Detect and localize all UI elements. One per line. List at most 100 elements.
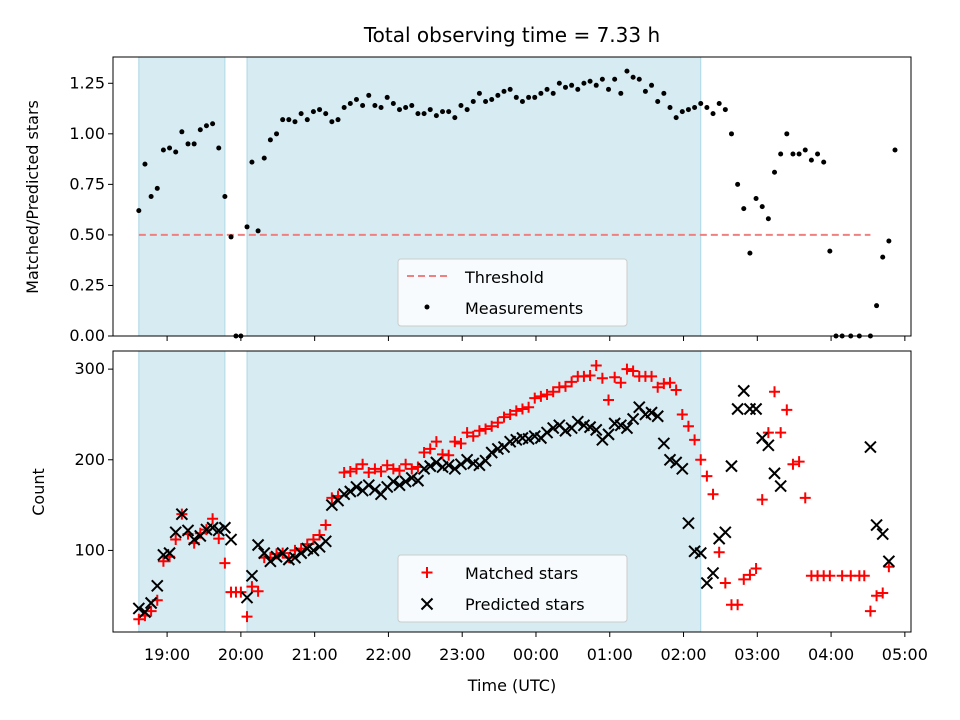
matched-star-point xyxy=(320,519,332,531)
predicted-star-point xyxy=(307,544,320,557)
predicted-star-point xyxy=(430,456,443,469)
predicted-star-point xyxy=(559,424,572,437)
matched-star-point xyxy=(547,386,559,398)
matched-star-point xyxy=(350,463,362,475)
measurement-point xyxy=(698,101,704,106)
measurement-point xyxy=(335,117,341,123)
measurement-point xyxy=(722,107,728,113)
measurement-point xyxy=(692,105,698,111)
x-tick-label: 04:00 xyxy=(808,645,854,664)
measurement-point xyxy=(185,141,191,147)
predicted-star-point xyxy=(362,478,375,492)
matched-star-point xyxy=(858,570,870,582)
measurement-point xyxy=(874,303,880,309)
measurement-point xyxy=(765,216,771,222)
predicted-star-point xyxy=(762,439,775,452)
matched-star-point xyxy=(418,447,430,459)
matched-star-point xyxy=(787,458,799,470)
predicted-star-point xyxy=(294,546,308,560)
matched-star-point xyxy=(480,423,492,435)
measurement-point xyxy=(673,115,679,121)
matched-star-point xyxy=(707,488,719,500)
measurement-point xyxy=(304,117,310,123)
predicted-star-point xyxy=(448,462,462,476)
measurement-point xyxy=(142,161,148,167)
measurement-point xyxy=(796,151,802,157)
matched-star-point xyxy=(381,459,393,471)
measurement-point xyxy=(458,103,464,109)
measurement-point xyxy=(880,254,886,260)
legend-matched-label: Matched stars xyxy=(465,564,578,583)
predicted-star-point xyxy=(454,458,468,471)
measurement-point xyxy=(353,96,359,102)
legend-measurements-swatch xyxy=(424,304,430,310)
measurement-point xyxy=(886,238,892,244)
measurement-point xyxy=(581,80,587,86)
ratio-panel-legend: Threshold Measurements xyxy=(397,258,628,327)
predicted-star-point xyxy=(700,576,714,590)
measurement-point xyxy=(759,204,765,210)
matched-star-point xyxy=(473,425,485,437)
predicted-star-point xyxy=(138,605,152,619)
predicted-star-point xyxy=(768,467,781,480)
measurement-point xyxy=(347,101,353,106)
measurement-point xyxy=(409,103,415,109)
predicted-star-point xyxy=(663,453,677,466)
measurement-point xyxy=(741,206,747,212)
measurement-point xyxy=(618,90,624,96)
measurement-point xyxy=(384,94,390,100)
measurement-point xyxy=(298,111,304,117)
matched-star-point xyxy=(864,605,876,617)
matched-star-point xyxy=(646,370,658,382)
measurement-point xyxy=(191,141,197,147)
matched-star-point xyxy=(241,611,253,623)
measurement-point xyxy=(173,149,179,155)
predicted-star-point xyxy=(337,488,351,501)
measurement-point xyxy=(802,147,808,153)
legend-predicted-label: Predicted stars xyxy=(465,595,585,614)
matched-star-point xyxy=(387,463,399,475)
x-tick-label: 21:00 xyxy=(292,645,338,664)
matched-star-point xyxy=(498,411,510,423)
measurement-point xyxy=(728,131,734,137)
measurement-point xyxy=(556,80,562,86)
predicted-star-point xyxy=(175,507,189,521)
predicted-star-point xyxy=(737,384,750,398)
measurement-point xyxy=(612,76,618,82)
predicted-star-point xyxy=(479,454,492,467)
measurement-point xyxy=(569,82,575,88)
legend-predicted-swatch xyxy=(420,597,434,611)
predicted-star-point xyxy=(682,517,695,530)
measurement-point xyxy=(501,88,507,94)
matched-star-point xyxy=(609,371,621,383)
predicted-star-point xyxy=(626,412,640,426)
matched-star-point xyxy=(824,570,836,582)
measurement-point xyxy=(421,111,427,117)
measurement-point xyxy=(470,98,476,104)
predicted-star-point xyxy=(163,546,176,560)
x-axis-label: Time (UTC) xyxy=(467,676,556,695)
predicted-star-point xyxy=(288,551,302,564)
matched-star-point xyxy=(621,363,633,375)
matched-star-point xyxy=(535,390,547,402)
matched-star-point xyxy=(133,613,145,625)
matched-star-point xyxy=(314,529,326,541)
predicted-star-point xyxy=(218,521,232,534)
matched-star-point xyxy=(584,369,596,381)
measurement-point xyxy=(649,82,655,88)
predicted-star-point xyxy=(522,432,535,446)
matched-star-point xyxy=(424,443,436,455)
measurement-point xyxy=(587,78,593,84)
measurement-point xyxy=(329,119,335,125)
measurement-point xyxy=(483,98,489,104)
predicted-star-point xyxy=(583,420,597,434)
matched-star-point xyxy=(566,376,578,388)
predicted-star-point xyxy=(224,533,238,546)
ratio-panel-frame xyxy=(112,56,912,337)
matched-star-point xyxy=(676,408,688,420)
measurement-point xyxy=(390,101,396,106)
y-tick-label: 0.50 xyxy=(69,225,105,244)
measurements-points xyxy=(136,68,898,339)
matched-star-point xyxy=(523,401,535,413)
matched-star-point xyxy=(756,494,768,506)
